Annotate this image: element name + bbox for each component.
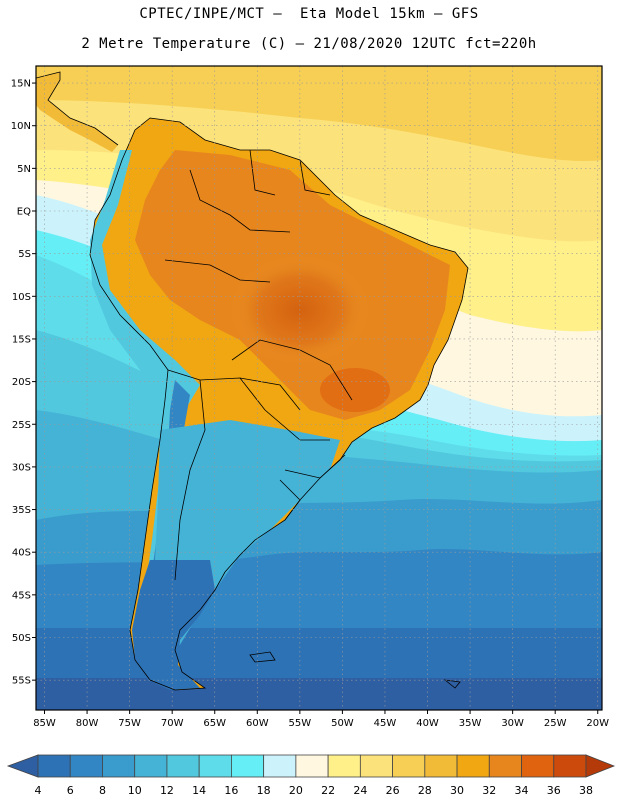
colorbar-swatch (134, 754, 168, 778)
colorbar-swatch (521, 754, 555, 778)
colorbar-swatch (359, 754, 393, 778)
lon-label: 70W (161, 718, 184, 729)
lat-label: 25S (12, 420, 31, 431)
colorbar-swatch (553, 754, 587, 778)
colorbar-label: 10 (128, 784, 142, 797)
lon-label: 50W (331, 718, 354, 729)
lat-label: 55S (12, 676, 31, 687)
colorbar-label: 28 (418, 784, 432, 797)
lon-label: 60W (246, 718, 269, 729)
chart-subtitle: 2 Metre Temperature (C) – 21/08/2020 12U… (81, 36, 537, 52)
colorbar-swatch (69, 754, 103, 778)
colorbar-label: 12 (160, 784, 174, 797)
lon-label: 45W (374, 718, 397, 729)
colorbar-label: 16 (224, 784, 238, 797)
colorbar-label: 32 (482, 784, 496, 797)
lat-label: 5N (17, 164, 31, 175)
central-america (36, 72, 118, 152)
lat-label: 10S (12, 292, 31, 303)
colorbar-label: 4 (35, 784, 42, 797)
colorbar-swatch (198, 754, 232, 778)
lat-label: 20S (12, 377, 31, 388)
colorbar-label: 34 (515, 784, 529, 797)
lat-label: 10N (11, 121, 31, 132)
graticule (32, 66, 602, 714)
colorbar-label: 22 (321, 784, 335, 797)
colorbar-label: 20 (289, 784, 303, 797)
colorbar-swatch (327, 754, 361, 778)
colorbar-label: 26 (386, 784, 400, 797)
colorbar-label: 24 (353, 784, 367, 797)
lat-label: 50S (12, 633, 31, 644)
colorbar-swatch (263, 754, 297, 778)
colorbar-swatch (456, 754, 490, 778)
lon-label: 30W (501, 718, 524, 729)
chart-title: CPTEC/INPE/MCT – Eta Model 15km – GFS (139, 6, 479, 22)
lon-label: 65W (203, 718, 226, 729)
colorbar-swatch (295, 754, 329, 778)
lon-label: 55W (289, 718, 312, 729)
hot-spot-east (320, 368, 390, 412)
colorbar-label: 6 (67, 784, 74, 797)
lon-label: 20W (586, 718, 609, 729)
lon-label: 35W (459, 718, 482, 729)
colorbar: 4 6 8 10 12 14 16 18 20 22 24 26 28 30 32 34 36 38 (6, 754, 616, 797)
longitude-labels: 85W 80W 75W 70W 65W 60W 55W 50W 45W 40W 35W 30W 25W 2… (33, 718, 609, 729)
lat-label: 30S (12, 462, 31, 473)
colorbar-swatch (37, 754, 71, 778)
colorbar-label: 38 (579, 784, 593, 797)
country-borders (36, 71, 469, 691)
colorbar-label: 36 (547, 784, 561, 797)
lon-label: 75W (118, 718, 141, 729)
map-field (36, 66, 602, 710)
lon-label: 80W (76, 718, 99, 729)
colorbar-label: 18 (257, 784, 271, 797)
colorbar-swatch (392, 754, 426, 778)
falklands-outline (249, 651, 276, 663)
colorbar-swatch (488, 754, 522, 778)
ocean-band-28 (36, 66, 602, 161)
map-frame (35, 65, 603, 711)
colorbar-arrow-low (6, 754, 39, 778)
lat-label: 15S (12, 334, 31, 345)
lat-label: 40S (12, 548, 31, 559)
colorbar-swatch (166, 754, 200, 778)
colorbar-swatch (424, 754, 458, 778)
lon-label: 25W (544, 718, 567, 729)
colorbar-swatch (231, 754, 265, 778)
colorbar-arrow-high (585, 754, 616, 778)
colorbar-label: 8 (99, 784, 106, 797)
south-georgia-outline (443, 679, 461, 689)
lat-label: 5S (18, 249, 31, 260)
colorbar-swatch (102, 754, 136, 778)
lat-label: 15N (11, 79, 31, 90)
patagonia-cold (132, 560, 215, 690)
lon-label: 40W (416, 718, 439, 729)
latitude-labels: 15N 10N 5N EQ 5S 10S 15S 20S 25S 30S 35S 40S 45S 50S 5… (11, 79, 31, 687)
lon-label: 85W (33, 718, 56, 729)
colorbar-label: 14 (192, 784, 206, 797)
lat-label: EQ (17, 207, 31, 218)
lat-label: 45S (12, 590, 31, 601)
lat-label: 35S (12, 505, 31, 516)
colorbar-label: 30 (450, 784, 464, 797)
